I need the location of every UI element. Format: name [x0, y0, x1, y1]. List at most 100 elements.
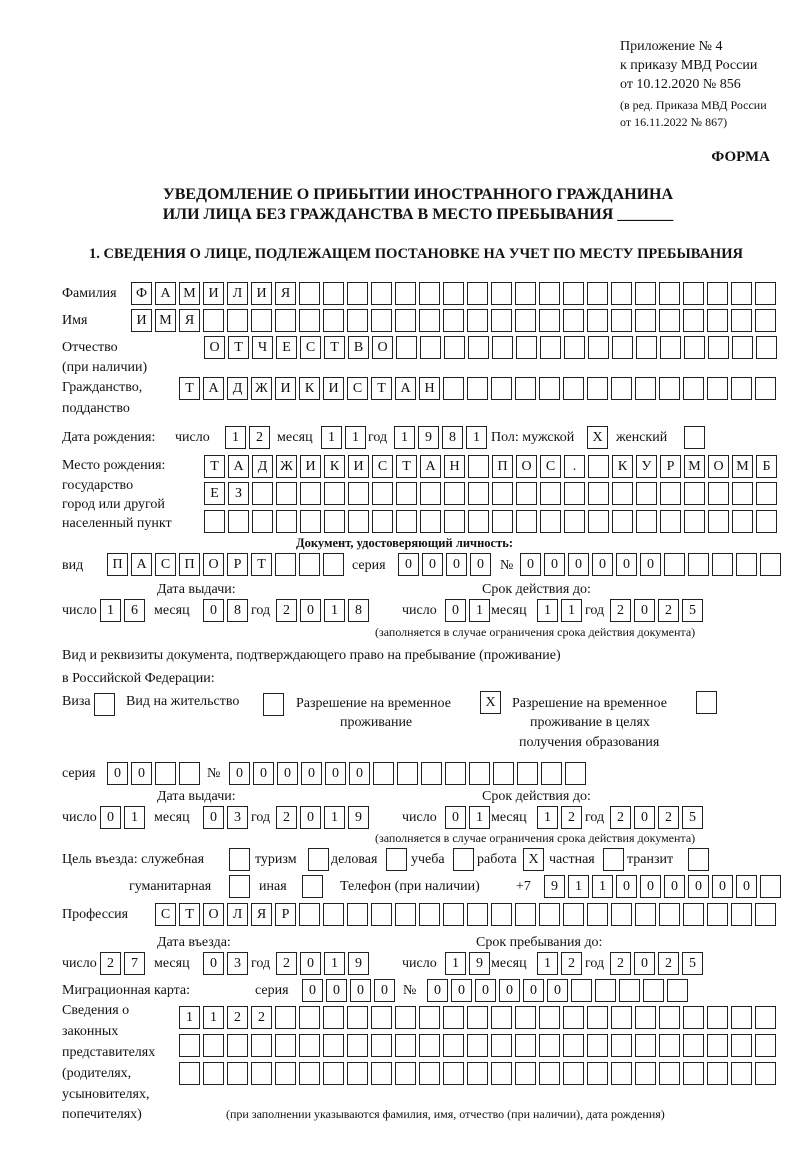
p-humanitarian-cell[interactable] — [229, 875, 250, 898]
birthplace2-cell[interactable] — [708, 482, 729, 505]
profession-cell[interactable] — [491, 903, 512, 926]
phone-cell[interactable] — [760, 875, 781, 898]
reps1-cell[interactable] — [275, 1006, 296, 1029]
reps3-cell[interactable] — [563, 1062, 584, 1085]
surname-cell[interactable] — [323, 282, 344, 305]
reps1-cell[interactable] — [755, 1006, 776, 1029]
birthplace1-cell[interactable]: П — [492, 455, 513, 478]
reps2-cell[interactable] — [635, 1034, 656, 1057]
entry-day-cell[interactable]: 7 — [124, 952, 145, 975]
id-valid-month-cell[interactable]: 1 — [561, 599, 582, 622]
name-cell[interactable] — [203, 309, 224, 332]
birthplace3-cell[interactable] — [564, 510, 585, 533]
doc-series-cell[interactable] — [179, 762, 200, 785]
reps2-cell[interactable] — [707, 1034, 728, 1057]
p-private-cell[interactable] — [603, 848, 624, 871]
id-issue-month-cell[interactable]: 8 — [227, 599, 248, 622]
name-cell[interactable] — [515, 309, 536, 332]
birthplace3-cell[interactable] — [732, 510, 753, 533]
citizenship-cell[interactable] — [731, 377, 752, 400]
sex-female-cell[interactable] — [684, 426, 705, 449]
surname-cell[interactable]: А — [155, 282, 176, 305]
name-cell[interactable] — [419, 309, 440, 332]
id-number-cell[interactable]: 0 — [568, 553, 589, 576]
reps3-cell[interactable] — [683, 1062, 704, 1085]
phone-cell[interactable]: 0 — [640, 875, 661, 898]
citizenship-cell[interactable]: И — [275, 377, 296, 400]
reps2-cell[interactable] — [683, 1034, 704, 1057]
surname-cell[interactable] — [755, 282, 776, 305]
birthplace1-cell[interactable]: С — [372, 455, 393, 478]
name-cell[interactable]: Я — [179, 309, 200, 332]
reps1-cell[interactable] — [299, 1006, 320, 1029]
patronymic-cell[interactable] — [660, 336, 681, 359]
birthplace1-cell[interactable]: К — [324, 455, 345, 478]
id-valid-year-cell[interactable]: 5 — [682, 599, 703, 622]
doc-issue-year-cell[interactable]: 1 — [324, 806, 345, 829]
citizenship-cell[interactable]: А — [203, 377, 224, 400]
entry-month-cell[interactable]: 0 — [203, 952, 224, 975]
id-kind-cell[interactable]: Р — [227, 553, 248, 576]
surname-cell[interactable] — [611, 282, 632, 305]
name-cell[interactable] — [563, 309, 584, 332]
phone-cell[interactable]: 9 — [544, 875, 565, 898]
birthplace2-cell[interactable] — [540, 482, 561, 505]
surname-cell[interactable]: М — [179, 282, 200, 305]
id-kind-cell[interactable] — [299, 553, 320, 576]
surname-cell[interactable] — [539, 282, 560, 305]
birthplace3-cell[interactable] — [396, 510, 417, 533]
patronymic-cell[interactable] — [540, 336, 561, 359]
birthplace1-cell[interactable]: М — [684, 455, 705, 478]
birthplace3-cell[interactable] — [684, 510, 705, 533]
birthplace1-cell[interactable]: И — [300, 455, 321, 478]
birthplace3-cell[interactable] — [228, 510, 249, 533]
entry-month-cell[interactable]: 3 — [227, 952, 248, 975]
profession-cell[interactable] — [611, 903, 632, 926]
reps3-cell[interactable] — [611, 1062, 632, 1085]
reps2-cell[interactable] — [179, 1034, 200, 1057]
reps1-cell[interactable]: 2 — [251, 1006, 272, 1029]
reps2-cell[interactable] — [587, 1034, 608, 1057]
doc-valid-day-cell[interactable]: 1 — [469, 806, 490, 829]
doc-valid-year-cell[interactable]: 2 — [658, 806, 679, 829]
birthplace3-cell[interactable] — [348, 510, 369, 533]
birthplace2-cell[interactable] — [468, 482, 489, 505]
reps1-cell[interactable] — [635, 1006, 656, 1029]
phone-cell[interactable]: 0 — [736, 875, 757, 898]
profession-cell[interactable]: Т — [179, 903, 200, 926]
patronymic-cell[interactable]: О — [372, 336, 393, 359]
profession-cell[interactable] — [659, 903, 680, 926]
citizenship-cell[interactable] — [491, 377, 512, 400]
reps1-cell[interactable] — [611, 1006, 632, 1029]
profession-cell[interactable] — [467, 903, 488, 926]
name-cell[interactable] — [251, 309, 272, 332]
birthplace1-cell[interactable]: Б — [756, 455, 777, 478]
patronymic-cell[interactable]: О — [204, 336, 225, 359]
birthplace3-cell[interactable] — [276, 510, 297, 533]
reps3-cell[interactable] — [659, 1062, 680, 1085]
profession-cell[interactable] — [539, 903, 560, 926]
id-number-cell[interactable]: 0 — [592, 553, 613, 576]
profession-cell[interactable] — [755, 903, 776, 926]
patronymic-cell[interactable] — [444, 336, 465, 359]
name-cell[interactable] — [539, 309, 560, 332]
reps1-cell[interactable] — [395, 1006, 416, 1029]
birthplace1-cell[interactable]: Д — [252, 455, 273, 478]
birthplace1-cell[interactable] — [588, 455, 609, 478]
id-kind-cell[interactable]: Т — [251, 553, 272, 576]
doc-number-cell[interactable] — [445, 762, 466, 785]
doc-number-cell[interactable] — [493, 762, 514, 785]
id-number-cell[interactable] — [664, 553, 685, 576]
birthplace3-cell[interactable] — [492, 510, 513, 533]
doc-series-cell[interactable]: 0 — [131, 762, 152, 785]
name-cell[interactable] — [683, 309, 704, 332]
p-work-cell[interactable]: X — [523, 848, 544, 871]
citizenship-cell[interactable] — [563, 377, 584, 400]
birthplace2-cell[interactable] — [516, 482, 537, 505]
name-cell[interactable] — [227, 309, 248, 332]
surname-cell[interactable] — [347, 282, 368, 305]
reps1-cell[interactable] — [539, 1006, 560, 1029]
entry-year-cell[interactable]: 9 — [348, 952, 369, 975]
reps3-cell[interactable] — [203, 1062, 224, 1085]
stay-month-cell[interactable]: 2 — [561, 952, 582, 975]
